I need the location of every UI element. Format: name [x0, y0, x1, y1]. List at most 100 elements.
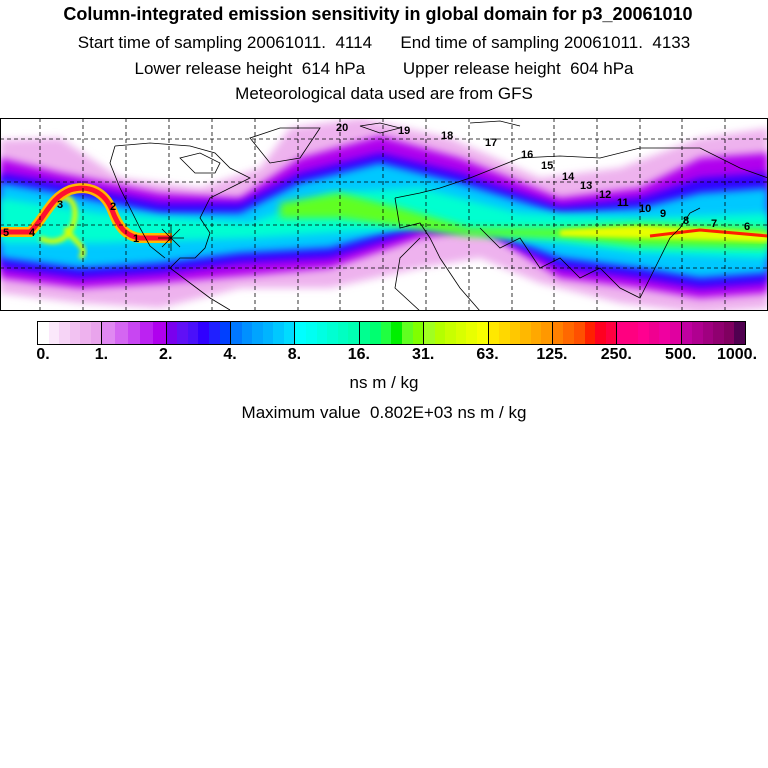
- colorbar-swatch: [59, 322, 70, 344]
- colorbar-swatch: [509, 322, 521, 344]
- colorbar-swatch: [499, 322, 510, 344]
- colorbar-tick-label: 4.: [223, 346, 237, 363]
- colorbar-swatch: [140, 322, 154, 344]
- colorbar-swatch: [713, 322, 724, 344]
- colorbar-swatch: [273, 322, 284, 344]
- traj-label: 8: [683, 215, 689, 227]
- colorbar-segment: [231, 322, 296, 344]
- colorbar-swatch: [38, 322, 49, 344]
- colorbar-swatch: [638, 322, 649, 344]
- colorbar-segment: [552, 322, 618, 344]
- colorbar-segment: [295, 322, 360, 344]
- colorbar-swatch: [48, 322, 60, 344]
- colorbar-swatch: [102, 322, 116, 344]
- colorbar-tick-label: 8.: [287, 346, 302, 363]
- trajectory-labels: 1 2 3 4 5 6 7 8 9 10 11 12 13 14 15 16 1…: [3, 122, 750, 245]
- traj-label: 16: [521, 149, 533, 161]
- coastlines: [109, 120, 768, 311]
- sensitivity-map: 1 2 3 4 5 6 7 8 9 10 11 12 13 14 15 16 1…: [0, 118, 768, 311]
- colorbar-swatch: [219, 322, 231, 344]
- colorbar-swatch: [327, 322, 338, 344]
- colorbar-tick-label: 63.: [476, 346, 499, 363]
- traj-label: 17: [485, 137, 497, 149]
- colorbar-tick-label: 0.: [36, 346, 50, 363]
- grid-lines: [0, 118, 768, 311]
- traj-label: 4: [29, 227, 36, 239]
- release-heights: Lower release height 614 hPa Upper relea…: [134, 59, 634, 78]
- colorbar-swatch: [424, 322, 435, 344]
- colorbar-swatch: [648, 322, 660, 344]
- colorbar-swatch: [80, 322, 91, 344]
- maximum-value: Maximum value 0.802E+03 ns m / kg: [241, 403, 527, 422]
- colorbar-swatch: [90, 322, 102, 344]
- traj-label: 5: [3, 227, 9, 239]
- colorbar-swatch: [241, 322, 253, 344]
- colorbar-swatch: [370, 322, 381, 344]
- colorbar-tick-label: 2.: [159, 346, 173, 363]
- colorbar-swatch: [574, 322, 585, 344]
- colorbar-swatch: [734, 322, 745, 344]
- colorbar-swatch: [723, 322, 735, 344]
- colorbar-swatch: [692, 322, 703, 344]
- colorbar-swatch: [670, 322, 681, 344]
- traj-label: 10: [639, 203, 651, 215]
- colorbar-segment: [38, 322, 103, 344]
- colorbar-swatch: [520, 322, 531, 344]
- colorbar-swatch: [231, 322, 242, 344]
- traj-label: 20: [336, 122, 348, 134]
- plume-field: [0, 118, 768, 311]
- traj-label: 19: [398, 125, 410, 137]
- colorbar-segment: [166, 322, 232, 344]
- colorbar-swatch: [380, 322, 392, 344]
- colorbar-tick-label: 16.: [347, 346, 370, 363]
- colorbar-swatch: [316, 322, 328, 344]
- colorbar-swatch: [584, 322, 596, 344]
- colorbar-swatch: [348, 322, 359, 344]
- colorbar-segment: [681, 322, 745, 344]
- colorbar-swatch: [627, 322, 639, 344]
- colorbar-swatch: [177, 322, 188, 344]
- colorbar-swatch: [283, 322, 295, 344]
- colorbar-swatch: [530, 322, 542, 344]
- colorbar-tick-label: 250.: [600, 346, 632, 363]
- colorbar-swatch: [681, 322, 693, 344]
- colorbar-swatch: [702, 322, 714, 344]
- colorbar-tick-label: 1.: [94, 346, 109, 363]
- traj-label: 3: [57, 199, 63, 211]
- traj-label: 1: [133, 233, 139, 245]
- colorbar-segment: [424, 322, 489, 344]
- colorbar-swatch: [466, 322, 477, 344]
- colorbar-swatch: [488, 322, 500, 344]
- met-data-source: Meteorological data used are from GFS: [235, 84, 533, 103]
- sampling-times: Start time of sampling 20061011. 4114 En…: [77, 33, 691, 52]
- colorbar-tick-label: 125.: [536, 346, 568, 363]
- colorbar-swatch: [563, 322, 574, 344]
- colorbar-swatch: [153, 322, 166, 344]
- traj-label: 11: [617, 197, 629, 209]
- colorbar-swatch: [306, 322, 317, 344]
- traj-label: 13: [580, 180, 592, 192]
- colorbar-swatch: [337, 322, 349, 344]
- colorbar-swatch: [445, 322, 456, 344]
- colorbar-tick-label: 500.: [665, 346, 697, 363]
- colorbar-swatch: [552, 322, 564, 344]
- colorbar-swatch: [295, 322, 306, 344]
- release-point-star-icon: [158, 225, 184, 251]
- colorbar: [37, 321, 746, 345]
- colorbar-swatch: [127, 322, 141, 344]
- colorbar-segment: [359, 322, 425, 344]
- colorbar-swatch: [476, 322, 488, 344]
- colorbar-swatch: [198, 322, 209, 344]
- colorbar-swatch: [359, 322, 371, 344]
- colorbar-swatch: [69, 322, 81, 344]
- traj-label: 14: [562, 171, 575, 183]
- colorbar-swatch: [166, 322, 178, 344]
- traj-label: 6: [744, 221, 750, 233]
- colorbar-segment: [488, 322, 553, 344]
- colorbar-swatch: [115, 322, 128, 344]
- colorbar-swatch: [617, 322, 628, 344]
- traj-label: 15: [541, 160, 553, 172]
- colorbar-swatch: [659, 322, 671, 344]
- colorbar-segment: [617, 322, 682, 344]
- colorbar-swatch: [455, 322, 467, 344]
